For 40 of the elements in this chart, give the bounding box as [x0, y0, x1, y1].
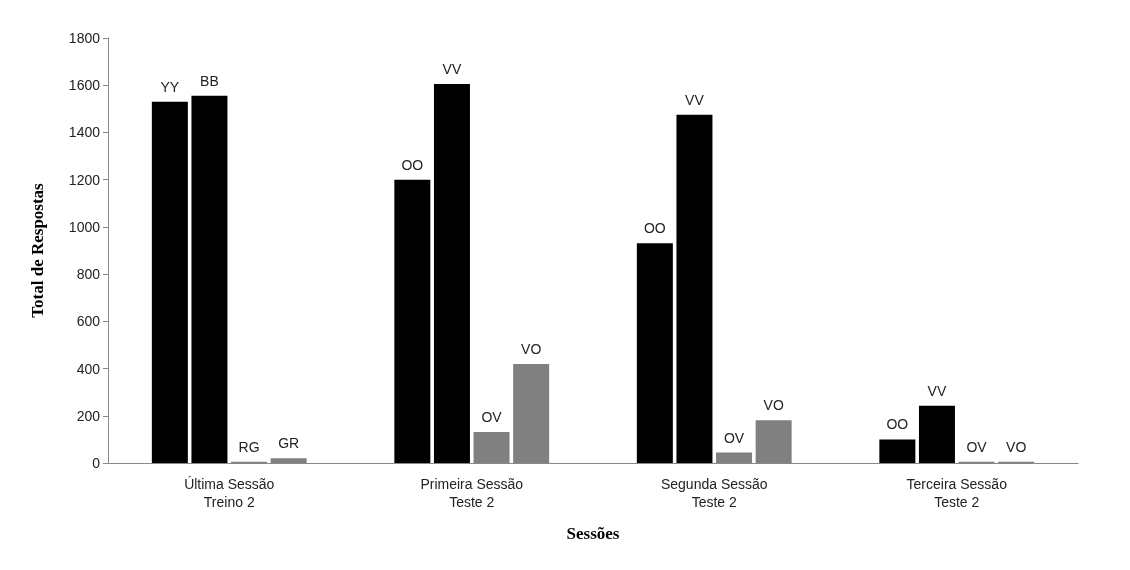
bar	[394, 179, 431, 463]
data-label: VV	[685, 91, 705, 108]
data-label: VV	[442, 61, 462, 78]
data-label: RG	[238, 438, 260, 455]
bar	[879, 439, 916, 463]
data-label: YY	[160, 78, 180, 95]
data-label: VV	[927, 382, 947, 399]
data-label: VO	[521, 341, 542, 358]
y-tick-label: 800	[76, 266, 101, 283]
x-tick-label: Primeira Sessão Teste 2	[420, 476, 524, 510]
data-label: BB	[200, 72, 219, 89]
y-tick-label: 1200	[68, 171, 101, 188]
bar	[676, 114, 713, 463]
y-tick-label: 600	[76, 313, 101, 330]
data-label: VO	[763, 397, 784, 414]
y-axis-title: Total de Respostas	[28, 182, 47, 318]
y-tick-label: 200	[76, 407, 101, 424]
bar	[636, 243, 673, 463]
x-tick-label: Terceira Sessão Teste 2	[906, 476, 1008, 510]
data-label: OV	[723, 429, 745, 446]
x-tick-label: Segunda Sessão Teste 2	[660, 476, 768, 510]
data-label: OO	[886, 416, 909, 433]
data-label: OO	[401, 156, 424, 173]
data-label: OV	[966, 438, 988, 455]
y-tick-label: 1400	[68, 124, 101, 141]
bar	[151, 101, 188, 463]
bar	[918, 405, 955, 463]
y-tick-label: 1000	[68, 218, 101, 235]
data-label: GR	[278, 435, 300, 452]
data-label: OV	[481, 409, 503, 426]
y-tick-label: 1800	[68, 30, 101, 46]
bar	[433, 84, 470, 463]
bar	[191, 95, 228, 463]
y-tick-label: 1600	[68, 77, 101, 94]
y-tick-label: 400	[76, 360, 101, 377]
data-label: OO	[643, 220, 666, 237]
x-tick-label: Última Sessão Treino 2	[184, 476, 275, 510]
y-tick-label: 0	[92, 455, 101, 471]
data-label: VO	[1006, 438, 1027, 455]
x-axis-title: Sessões	[566, 524, 620, 543]
